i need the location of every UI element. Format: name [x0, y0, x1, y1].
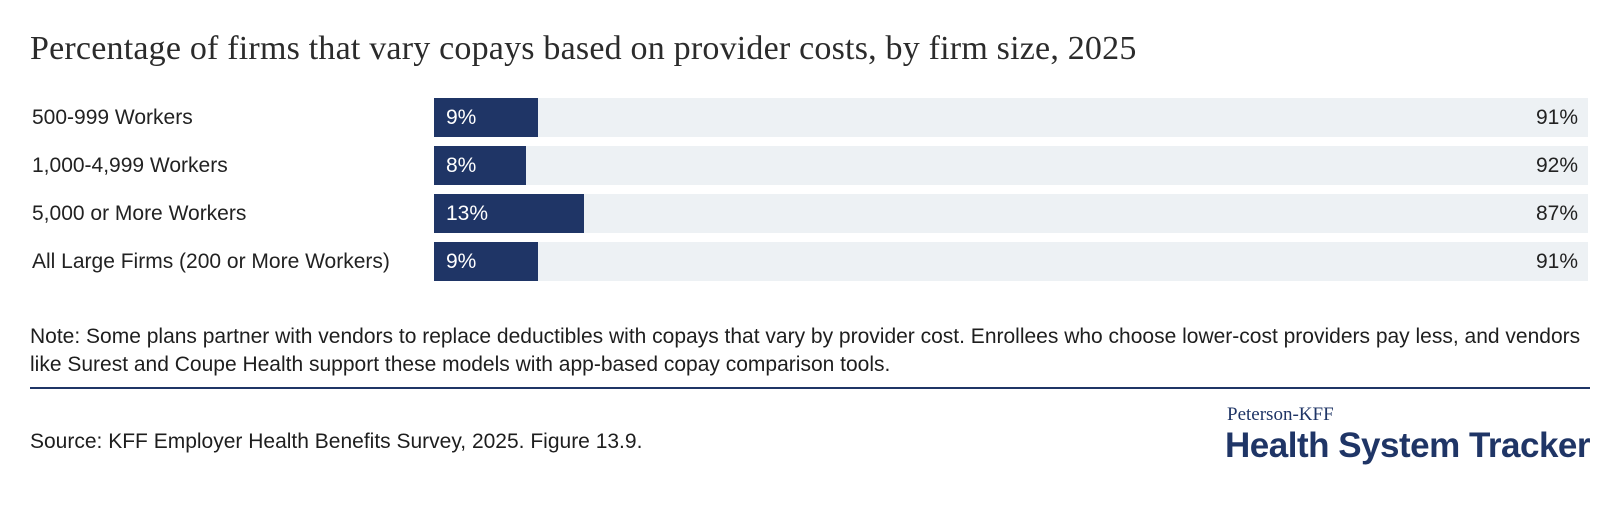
bar-remainder: 13% 87% [434, 194, 1588, 233]
bar-value-label: 13% [446, 202, 489, 225]
bar-row: 500-999 Workers 9% 91% [0, 98, 1620, 137]
bar-value-label: 9% [446, 250, 477, 273]
bar-remainder: 9% 91% [434, 242, 1588, 281]
remainder-value-label: 87% [1535, 202, 1578, 225]
bar: 13% [434, 194, 584, 233]
bar-value-label: 8% [446, 154, 477, 177]
bar: 9% [434, 242, 538, 281]
brand-logo: Peterson-KFF Health System Tracker [1225, 404, 1590, 466]
chart-note: Note: Some plans partner with vendors to… [30, 325, 1581, 376]
bar: 9% [434, 98, 538, 137]
category-label: 1,000-4,999 Workers [32, 154, 228, 177]
brand-top-text: Peterson-KFF [1227, 404, 1334, 425]
chart-title: Percentage of firms that vary copays bas… [30, 30, 1137, 67]
remainder-value-label: 92% [1535, 154, 1578, 177]
bar-chart: 500-999 Workers 9% 91% 1,000-4,999 Workers 8… [0, 98, 1620, 281]
brand-main-text: Health System Tracker [1225, 426, 1590, 465]
category-label: 5,000 or More Workers [32, 202, 247, 225]
remainder-value-label: 91% [1535, 106, 1578, 129]
bar-row: 5,000 or More Workers 13% 87% [0, 194, 1620, 233]
bar-remainder: 8% 92% [434, 146, 1588, 185]
bar-row: 1,000-4,999 Workers 8% 92% [0, 146, 1620, 185]
bar: 8% [434, 146, 526, 185]
bar-remainder: 9% 91% [434, 98, 1588, 137]
bar-value-label: 9% [446, 106, 477, 129]
category-label: 500-999 Workers [32, 106, 193, 129]
remainder-value-label: 91% [1535, 250, 1578, 273]
divider [30, 387, 1590, 389]
bar-row: All Large Firms (200 or More Workers) 9% 9… [0, 242, 1620, 281]
category-label: All Large Firms (200 or More Workers) [32, 250, 390, 273]
source-text: Source: KFF Employer Health Benefits Sur… [30, 430, 643, 453]
